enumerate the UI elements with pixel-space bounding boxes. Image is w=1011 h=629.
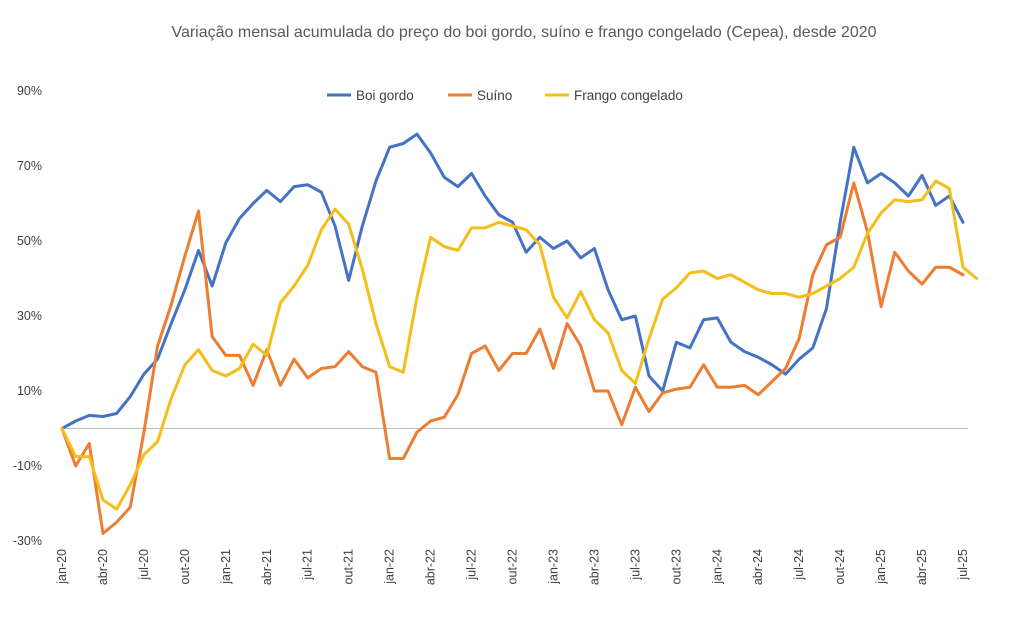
x-tick-label: jul-24 [792, 549, 806, 581]
x-tick-label: out-20 [178, 549, 192, 584]
y-tick-label: 90% [17, 84, 42, 98]
x-tick-label: jan-22 [383, 549, 397, 585]
y-tick-label: 70% [17, 159, 42, 173]
legend-label-suino: Suíno [477, 88, 512, 103]
y-tick-label: 50% [17, 234, 42, 248]
x-tick-label: jan-20 [55, 549, 69, 585]
x-tick-label: jul-22 [465, 549, 479, 581]
x-tick-label: jul-23 [628, 549, 642, 581]
x-axis: jan-20 abr-20 jul-20 out-20 jan-21 abr-21 jul-… [55, 549, 970, 585]
x-tick-label: jul-20 [137, 549, 151, 581]
y-tick-label: 30% [17, 309, 42, 323]
series-line-frango-congelado [60, 179, 979, 511]
x-tick-label: jan-25 [874, 549, 888, 585]
x-tick-label: out-23 [669, 549, 683, 584]
x-tick-label: jan-23 [546, 549, 560, 585]
legend: Boi gordo Suíno Frango congelado [327, 88, 683, 103]
y-tick-label: -10% [13, 459, 42, 473]
legend-label-boi-gordo: Boi gordo [356, 88, 414, 103]
y-axis: 90% 70% 50% 30% 10% -10% -30% [13, 84, 42, 548]
y-tick-label: -30% [13, 534, 42, 548]
x-tick-label: abr-24 [751, 549, 765, 585]
y-tick-label: 10% [17, 384, 42, 398]
x-tick-label: abr-23 [587, 549, 601, 585]
x-tick-label: abr-22 [424, 549, 438, 585]
legend-label-frango-congelado: Frango congelado [574, 88, 683, 103]
series-group [60, 132, 979, 535]
series-line-suino [60, 181, 965, 535]
x-tick-label: jul-25 [956, 549, 970, 581]
chart-title: Variação mensal acumulada do preço do bo… [171, 24, 876, 41]
x-tick-label: abr-20 [96, 549, 110, 585]
x-tick-label: out-22 [506, 549, 520, 584]
x-tick-label: out-21 [342, 549, 356, 584]
x-tick-label: out-24 [833, 549, 847, 584]
x-tick-label: jul-21 [301, 549, 315, 581]
x-tick-label: jan-21 [219, 549, 233, 585]
series-line-boi-gordo [60, 132, 965, 430]
x-tick-label: abr-21 [260, 549, 274, 585]
x-tick-label: abr-25 [915, 549, 929, 585]
x-tick-label: jan-24 [710, 549, 724, 585]
